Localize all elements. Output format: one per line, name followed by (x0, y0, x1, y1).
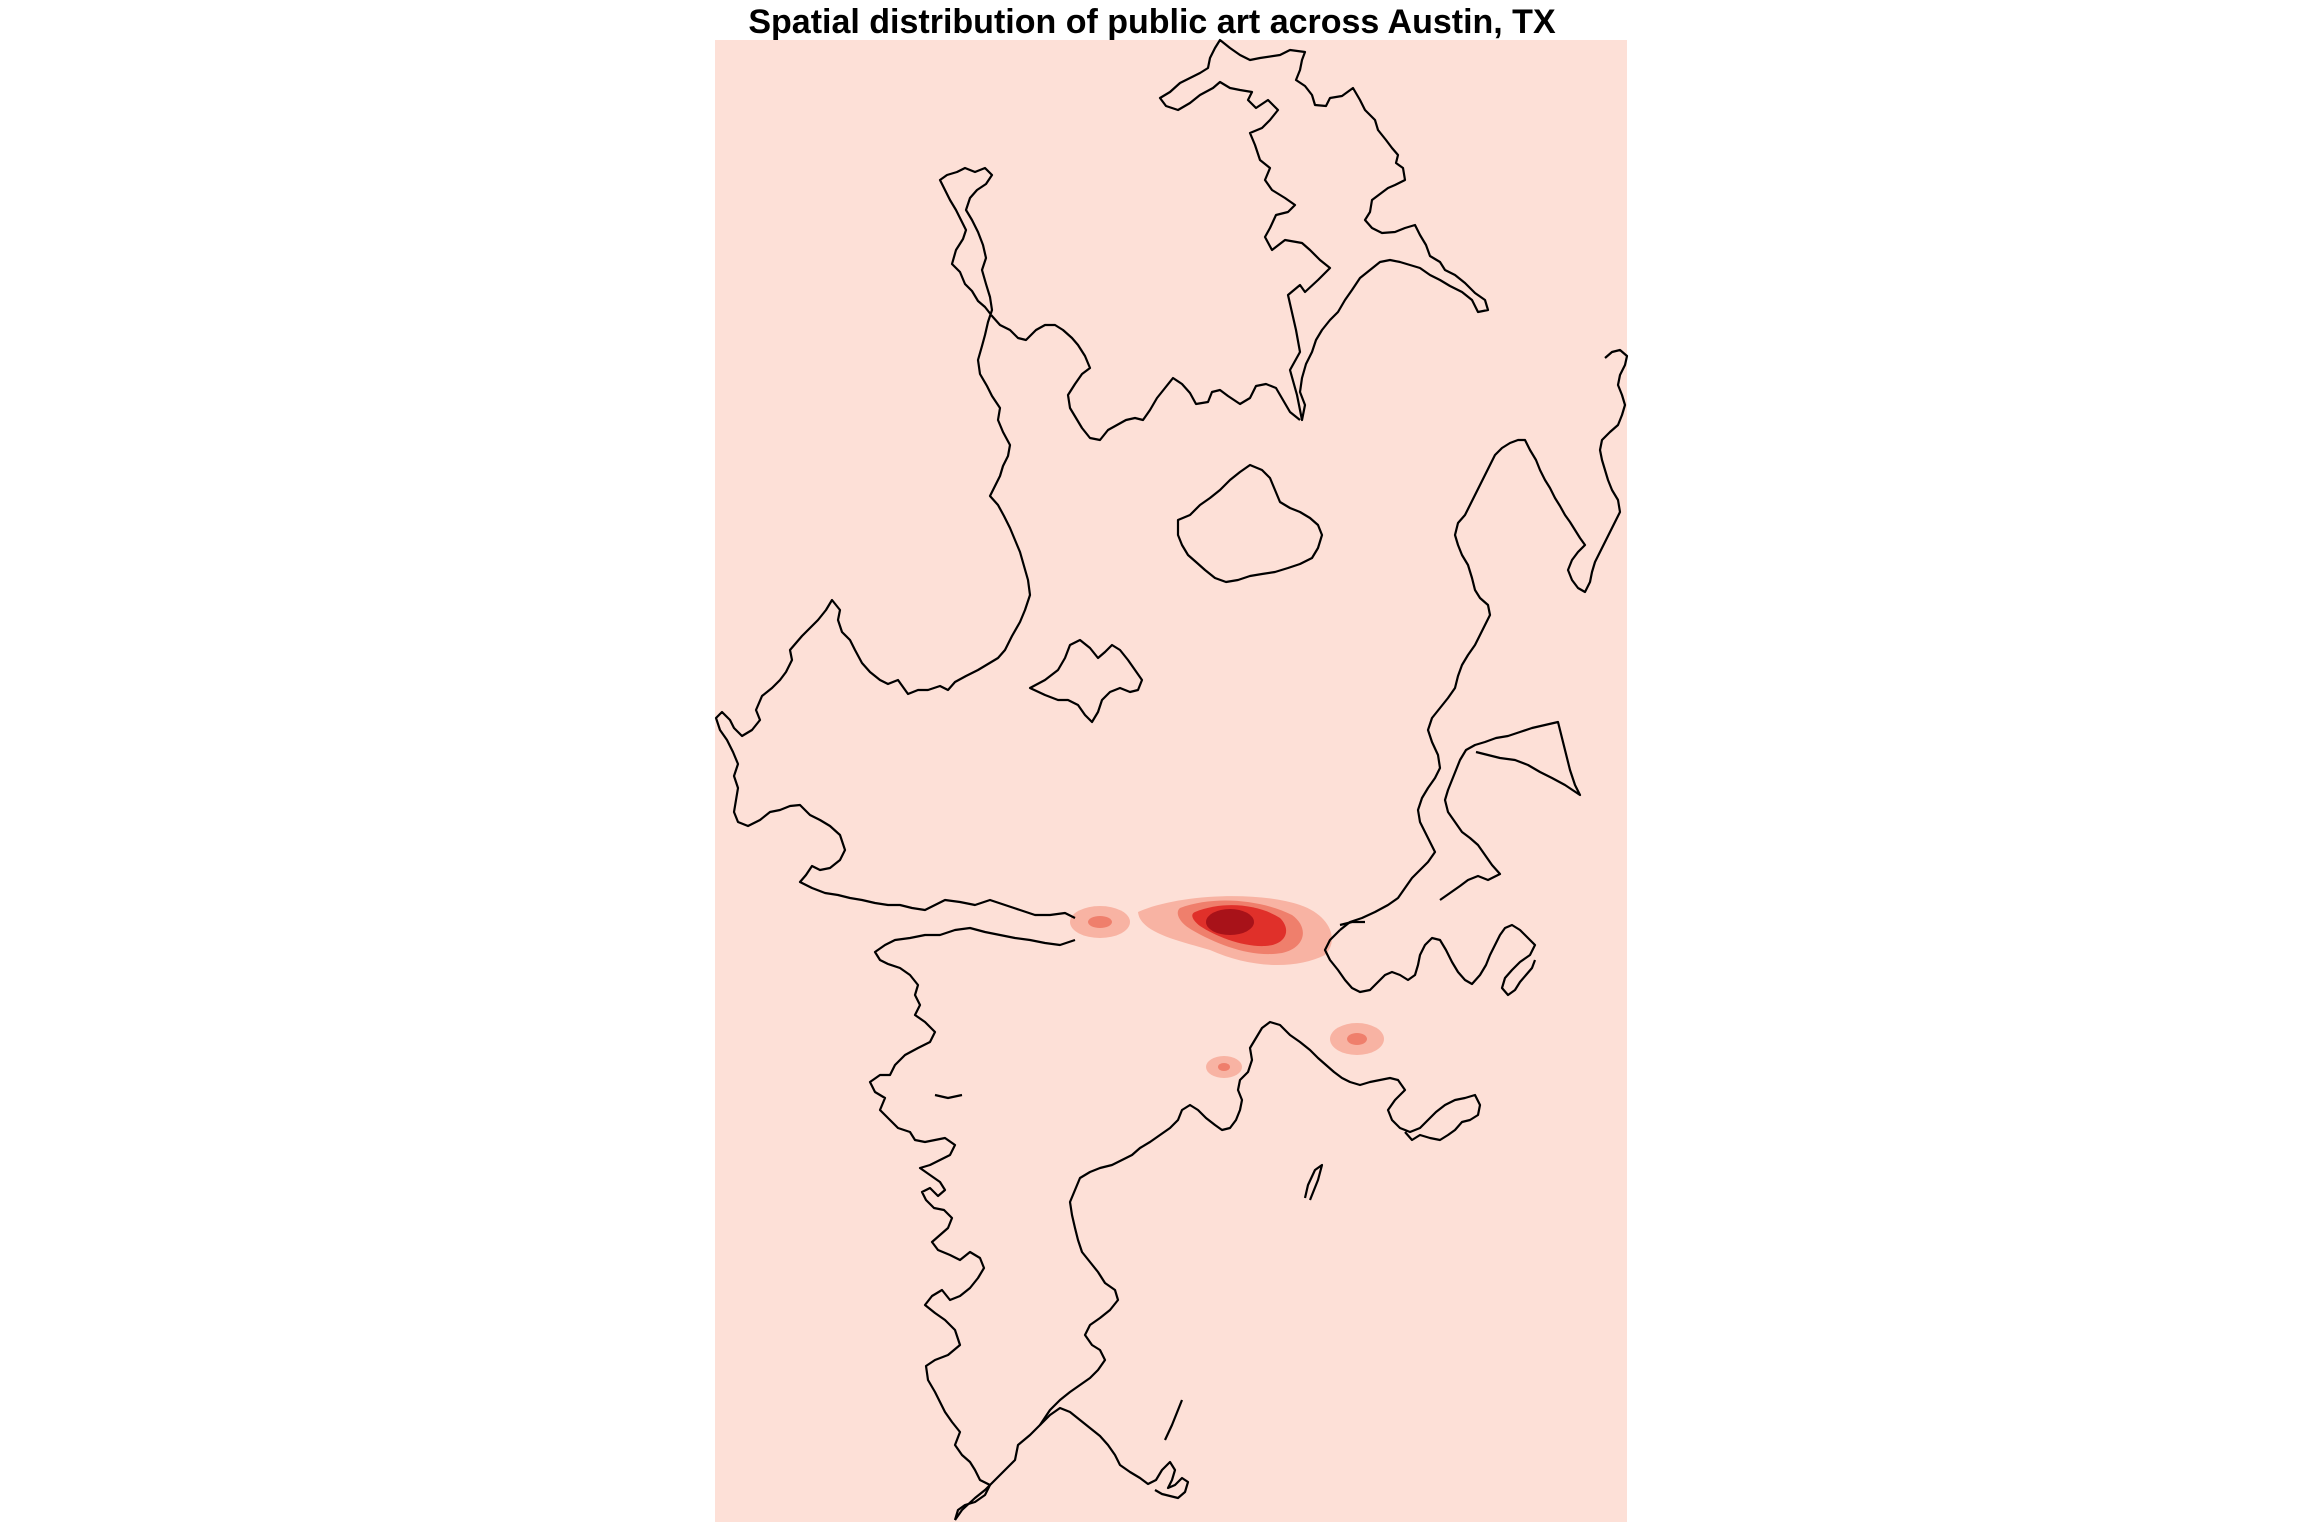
city-boundary-main (1158, 38, 1490, 422)
density-background (715, 40, 1627, 1522)
city-boundary-spur-3 (1339, 920, 1365, 927)
city-boundary-east-outer (1339, 348, 1629, 931)
hotspot-west-downtown-inner (1088, 916, 1112, 928)
hotspot-southeast-inner (1347, 1033, 1367, 1045)
city-boundary-spur-1 (1303, 1163, 1324, 1201)
city-boundary-spur-2 (1164, 1399, 1184, 1441)
city-boundary-spur-4 (934, 1093, 963, 1100)
city-boundary (714, 38, 1629, 1521)
city-boundary-south (868, 926, 1076, 1521)
density-hotspots (1070, 896, 1384, 1078)
city-boundary-east (1323, 923, 1537, 997)
page-title: Spatial distribution of public art acros… (748, 3, 1556, 41)
city-boundary-south-east (954, 1406, 1190, 1521)
city-boundary-west (714, 166, 1301, 919)
city-boundary-north-inner (1176, 463, 1324, 584)
city-boundary-west-inner (1028, 638, 1144, 724)
hotspot-south-central-inner (1218, 1063, 1230, 1071)
city-boundary-south-interior (1039, 1020, 1482, 1426)
hotspot-downtown-peak (1206, 909, 1254, 935)
city-boundary-east-spur (1439, 720, 1582, 901)
